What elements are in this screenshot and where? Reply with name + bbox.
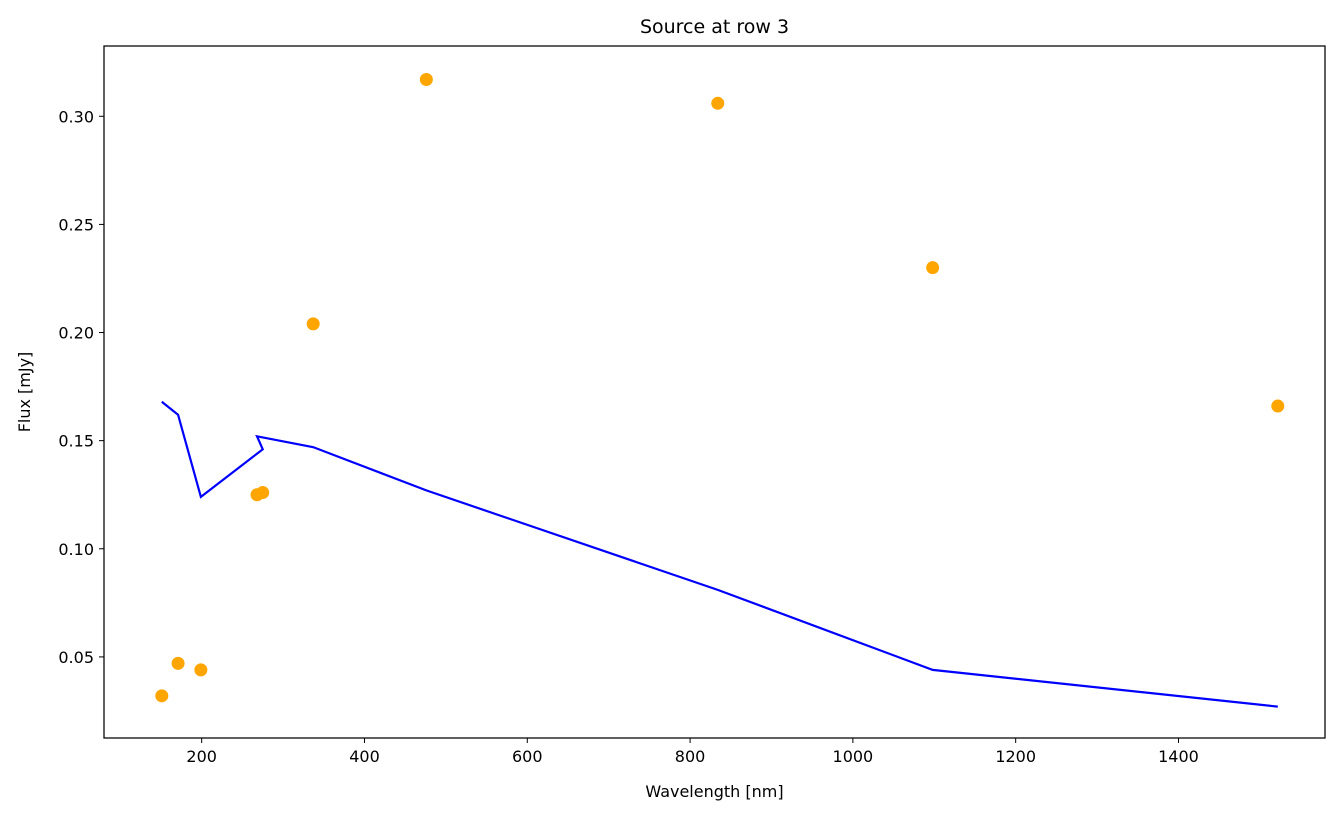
chart-title: Source at row 3 (640, 16, 789, 38)
x-tick-label: 800 (675, 747, 706, 766)
y-tick-label: 0.15 (58, 432, 94, 451)
series-line (161, 400, 1278, 708)
x-axis: 200 400 600 800 1000 1200 1400 (186, 738, 1199, 766)
data-point (171, 656, 185, 670)
data-point (926, 261, 940, 275)
data-point (194, 663, 208, 677)
y-tick-label: 0.25 (58, 215, 94, 234)
y-tick-label: 0.10 (58, 540, 94, 559)
x-tick-label: 1000 (833, 747, 874, 766)
plot-area (155, 73, 1285, 708)
y-axis: 0.05 0.10 0.15 0.20 0.25 0.30 (58, 107, 104, 667)
x-tick-label: 400 (349, 747, 380, 766)
x-tick-label: 600 (512, 747, 543, 766)
x-tick-label: 1200 (995, 747, 1036, 766)
y-tick-label: 0.05 (58, 648, 94, 667)
y-axis-label: Flux [mJy] (15, 352, 34, 433)
data-point (711, 96, 725, 110)
data-point (419, 73, 433, 87)
data-point (256, 486, 270, 500)
x-tick-label: 1400 (1158, 747, 1199, 766)
x-axis-label: Wavelength [nm] (645, 782, 783, 801)
y-tick-label: 0.30 (58, 107, 94, 126)
data-point (1271, 399, 1285, 413)
plot-frame (103, 45, 1326, 739)
data-point (306, 317, 320, 331)
x-tick-label: 200 (186, 747, 217, 766)
y-tick-label: 0.20 (58, 324, 94, 343)
data-point (155, 689, 169, 703)
